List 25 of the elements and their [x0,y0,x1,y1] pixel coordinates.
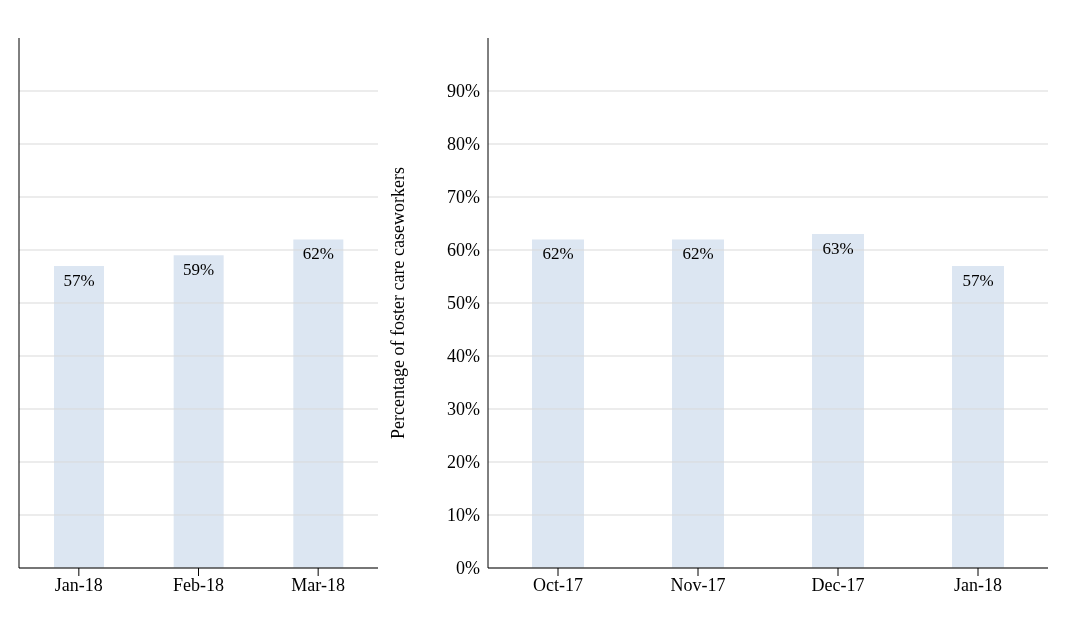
y-tick-label: 90% [447,81,480,102]
y-tick-label: 30% [447,399,480,420]
y-tick-label: 50% [447,293,480,314]
x-tick-label: Jan-18 [54,574,103,595]
x-tick-label: Dec-17 [811,574,865,595]
data-label: 57% [962,270,994,290]
x-tick-label: Jan-18 [954,574,1002,595]
data-label: 59% [183,260,215,280]
x-tick-label: Feb-18 [173,574,224,595]
data-label: 62% [542,244,574,264]
y-tick-label: 40% [447,346,480,367]
y-tick-label: 20% [447,452,480,473]
data-label: 63% [822,239,854,259]
data-label: 57% [63,270,95,290]
data-label: 62% [302,244,334,264]
y-tick-label: 10% [447,505,480,526]
y-tick-label: 0% [456,558,480,579]
y-tick-label: 80% [447,134,480,155]
y-axis-title: Percentage of foster care caseworkers [388,167,409,439]
y-tick-label: 70% [447,187,480,208]
x-tick-label: Nov-17 [670,574,726,595]
x-tick-label: Mar-18 [291,574,345,595]
data-label: 62% [682,244,714,264]
x-tick-label: Oct-17 [533,574,583,595]
y-tick-label: 60% [447,240,480,261]
